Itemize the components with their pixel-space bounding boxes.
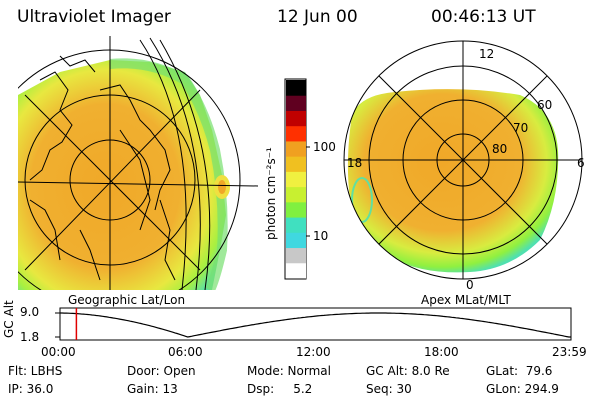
colorbar-label-10: 10 xyxy=(313,229,329,243)
status-glat: GLat: 79.6 xyxy=(486,364,553,378)
mlat-label-70: 70 xyxy=(513,121,529,135)
gc-alt-curve xyxy=(60,312,571,338)
colorbar-band xyxy=(286,140,306,157)
mlt-label-0: 0 xyxy=(466,278,474,292)
mlt-label-6: 6 xyxy=(577,156,585,170)
status-dsp: Dsp: 5.2 xyxy=(247,382,313,396)
status-seq: Seq: 30 xyxy=(366,382,412,396)
timeline-ylabel: GC Alt xyxy=(2,300,16,338)
instrument-title: Ultraviolet Imager xyxy=(17,7,171,27)
mlt-label-12: 12 xyxy=(479,47,495,61)
status-door: Door: Open xyxy=(127,364,196,378)
timeline-xtick-0000: 00:00 xyxy=(41,345,76,359)
status-mode: Mode: Normal xyxy=(247,364,331,378)
colorbar-band xyxy=(286,201,306,218)
status-gc-alt: GC Alt: 8.0 Re xyxy=(366,364,450,378)
colorbar-band xyxy=(286,262,306,279)
mlat-label-60: 60 xyxy=(537,98,553,112)
time-label: 00:46:13 UT xyxy=(431,7,536,27)
timeline-xtick-1200: 12:00 xyxy=(296,345,331,359)
colorbar-label-100: 100 xyxy=(313,140,336,154)
colorbar-band xyxy=(286,80,306,96)
timeline-xtick-1800: 18:00 xyxy=(424,345,459,359)
mlat-label-80: 80 xyxy=(492,142,508,156)
colorbar-band xyxy=(286,95,306,111)
colorbar-band xyxy=(286,247,306,264)
date-label: 12 Jun 00 xyxy=(277,7,358,27)
timeline-xtick-2359: 23:59 xyxy=(552,345,587,359)
colorbar-band xyxy=(286,110,306,127)
timeline-ytick-9: 9.0 xyxy=(20,305,40,319)
geographic-image xyxy=(18,36,258,290)
status-gain: Gain: 13 xyxy=(127,382,178,396)
status-ip: IP: 36.0 xyxy=(8,382,54,396)
right-panel-label: Apex MLat/MLT xyxy=(421,293,511,307)
status-filter: Flt: LBHS xyxy=(8,364,63,378)
colorbar-band xyxy=(286,125,306,142)
timeline-xtick-0600: 06:00 xyxy=(168,345,203,359)
colorbar-band xyxy=(286,186,306,203)
colorbar xyxy=(284,78,310,280)
left-panel-label: Geographic Lat/Lon xyxy=(68,293,186,307)
colorbar-band xyxy=(286,156,306,172)
status-glon: GLon: 294.9 xyxy=(486,382,559,396)
colorbar-band xyxy=(286,217,306,233)
timeline-ytick-1-8: 1.8 xyxy=(20,330,40,344)
mlt-label-18: 18 xyxy=(347,156,363,170)
orbit-timeline xyxy=(55,307,572,341)
colorbar-band xyxy=(286,232,306,249)
apex-image xyxy=(343,40,583,280)
colorbar-unit-label: photon cm⁻²s⁻¹ xyxy=(264,147,278,240)
colorbar-band xyxy=(286,171,306,188)
